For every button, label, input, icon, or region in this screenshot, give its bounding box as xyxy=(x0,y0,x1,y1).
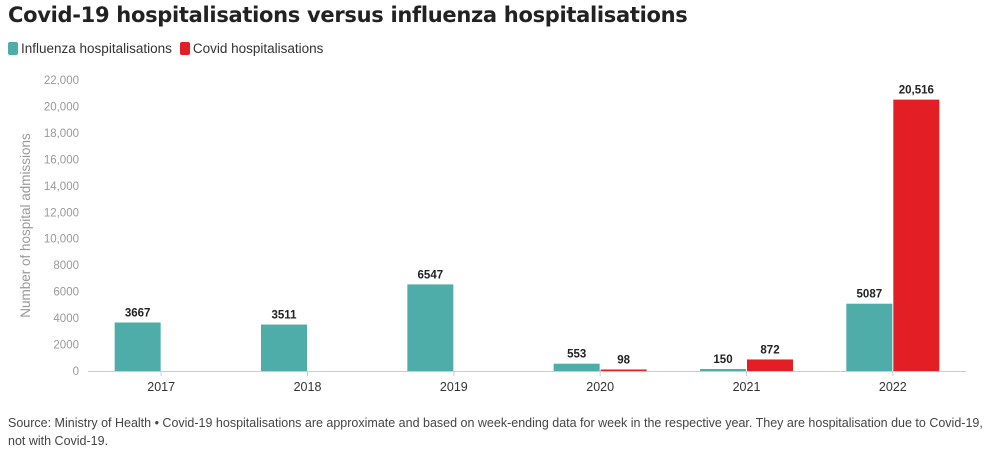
x-tick-label: 2022 xyxy=(879,380,907,394)
legend-label-influenza: Influenza hospitalisations xyxy=(21,41,172,56)
bar-covid-2021 xyxy=(747,359,793,371)
y-tick-label: 14,000 xyxy=(44,181,79,193)
chart-title: Covid-19 hospitalisations versus influen… xyxy=(8,3,688,27)
bar-influenza-2017 xyxy=(114,322,161,371)
y-tick-label: 2000 xyxy=(53,340,79,352)
data-label: 872 xyxy=(760,344,779,356)
y-tick-label: 16,000 xyxy=(44,154,79,166)
x-tick-label: 2021 xyxy=(733,380,761,394)
y-tick-label: 10,000 xyxy=(44,234,79,246)
bar-chart: Number of hospital admissions 0 2000 4000 60… xyxy=(18,75,966,394)
x-tick-label: 2017 xyxy=(147,380,175,394)
data-label: 3667 xyxy=(125,307,151,319)
y-axis-title: Number of hospital admissions xyxy=(18,133,33,318)
data-label: 20,516 xyxy=(899,85,934,97)
y-tick-label: 20,000 xyxy=(44,101,79,113)
y-tick-label: 8000 xyxy=(53,260,79,272)
y-tick-label: 6000 xyxy=(53,287,79,299)
x-tick-label: 2020 xyxy=(586,380,614,394)
bar-influenza-2018 xyxy=(261,324,307,371)
x-tick-label: 2018 xyxy=(294,380,322,394)
y-tick-label: 0 xyxy=(73,366,79,378)
legend: Influenza hospitalisations Covid hospita… xyxy=(8,41,331,56)
y-tick-label: 12,000 xyxy=(44,207,79,219)
data-label: 150 xyxy=(713,354,732,366)
data-label: 98 xyxy=(617,355,630,367)
y-tick-label: 4000 xyxy=(53,313,79,325)
data-label: 553 xyxy=(567,349,586,361)
bar-influenza-2021 xyxy=(700,369,746,371)
x-tick-label: 2019 xyxy=(440,380,468,394)
y-tick-label: 22,000 xyxy=(44,75,79,87)
data-label: 3511 xyxy=(272,310,298,322)
legend-label-covid: Covid hospitalisations xyxy=(192,41,324,56)
bar-influenza-2020 xyxy=(553,363,600,371)
y-tick-label: 18,000 xyxy=(44,128,79,140)
bar-covid-2020 xyxy=(600,369,647,371)
data-label: 5087 xyxy=(857,289,883,301)
bar-covid-2022 xyxy=(893,99,940,371)
bar-influenza-2019 xyxy=(407,284,454,371)
legend-swatch-covid xyxy=(179,42,190,55)
legend-swatch-influenza xyxy=(8,42,18,55)
data-label: 6547 xyxy=(418,269,444,281)
source-note: Source: Ministry of Health • Covid-19 ho… xyxy=(8,416,983,448)
legend-item-influenza[interactable]: Influenza hospitalisations xyxy=(8,41,172,56)
legend-item-covid[interactable]: Covid hospitalisations xyxy=(179,41,324,56)
bar-influenza-2022 xyxy=(846,303,893,371)
